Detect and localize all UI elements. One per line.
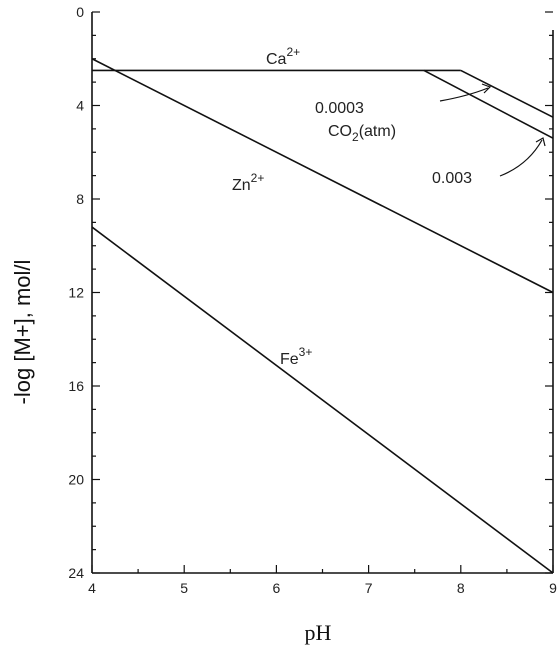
x-tick-label: 9 [549, 580, 557, 596]
chart-series [91, 58, 554, 574]
x-tick-label: 6 [273, 580, 281, 596]
x-tick-label: 7 [365, 580, 373, 596]
label-zn: Zn2+ [232, 171, 264, 194]
series-line-fe [91, 226, 554, 574]
x-tick-label: 5 [180, 580, 188, 596]
y-tick-label: 24 [68, 565, 84, 581]
y-tick-label: 12 [68, 285, 84, 301]
y-tick-label: 16 [68, 378, 84, 394]
y-tick-label: 8 [76, 191, 84, 207]
label-co2-atm: CO2(atm) [328, 123, 396, 144]
series-line-zn [91, 58, 554, 294]
label-0.0003: 0.0003 [315, 100, 364, 117]
arrow-0.0003 [439, 87, 489, 102]
arrow-head-0.003 [535, 137, 546, 147]
y-axis-title: -log [M+], mol/l [10, 260, 35, 405]
series-line-ca-0.003 [423, 69, 554, 139]
arrow-head-0.0003 [481, 83, 492, 94]
chart-annotations: Ca2+ Zn2+ Fe3+ 0.0003 CO2(atm) 0.003 [232, 45, 546, 368]
label-ca: Ca2+ [266, 45, 300, 68]
label-0.003: 0.003 [432, 170, 472, 187]
series-line-ca-0.0003 [460, 69, 554, 118]
label-fe: Fe3+ [280, 345, 312, 368]
x-axis-title: pH [305, 620, 332, 645]
arrow-0.003 [499, 139, 543, 177]
chart-axes [91, 12, 554, 574]
y-tick-label: 4 [76, 98, 84, 114]
y-tick-label: 20 [68, 472, 84, 488]
y-tick-label: 0 [76, 4, 84, 20]
x-tick-label: 8 [457, 580, 465, 596]
x-tick-label: 4 [88, 580, 96, 596]
